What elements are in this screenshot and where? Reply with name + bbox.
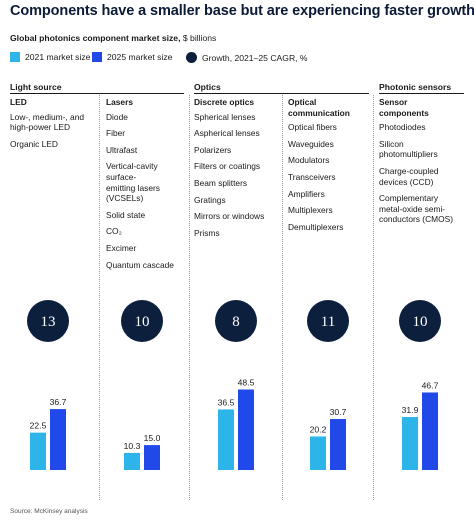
list-item: Transceivers xyxy=(288,171,336,182)
subtitle-main: Global photonics component market size, xyxy=(10,33,181,43)
list-item: Low-, medium-, and high-power LED xyxy=(10,111,85,133)
column-header: Sensor components xyxy=(379,97,429,118)
list-item: Aspherical lenses xyxy=(194,128,260,139)
bar-value-label-2021: 20.2 xyxy=(310,424,327,434)
column-header: LED xyxy=(10,97,27,107)
list-item: Charge-coupled devices (CCD) xyxy=(379,165,439,187)
column-divider xyxy=(282,95,283,500)
legend-label-2025: 2025 market size xyxy=(107,52,173,62)
list-item: Complementary metal-oxide semi- conducto… xyxy=(379,193,453,225)
list-item: Vertical-cavity surface- emitting lasers… xyxy=(106,161,160,204)
column-discrete-optics: Discrete optics Spherical lenses Aspheri… xyxy=(194,97,280,244)
list-item: Ultrafast xyxy=(106,144,138,155)
list-item: Polarizers xyxy=(194,144,232,155)
chart-title: Components have a smaller base but are e… xyxy=(10,3,474,19)
growth-circle xyxy=(27,300,69,342)
list-item: CO₂ xyxy=(106,226,122,237)
column-optical-communication: Optical communication Optical fibers Wav… xyxy=(288,97,372,238)
column-header: Discrete optics xyxy=(194,97,255,107)
list-item: Demultiplexers xyxy=(288,221,344,232)
column-divider xyxy=(373,95,374,500)
growth-label: 10 xyxy=(135,314,150,330)
source-note: Source: McKinsey analysis xyxy=(10,508,88,515)
subtitle-unit: $ billions xyxy=(180,33,217,43)
growth-circle xyxy=(307,300,349,342)
list-item: Organic LED xyxy=(10,138,58,149)
bar-value-label-2025: 36.7 xyxy=(50,397,67,407)
growth-circle xyxy=(399,300,441,342)
bar-2021 xyxy=(402,417,418,470)
list-item: Gratings xyxy=(194,194,226,205)
legend-item-2021: 2021 market size xyxy=(10,52,90,62)
growth-circle xyxy=(215,300,257,342)
category-photonic-sensors: Photonic sensors xyxy=(379,82,452,92)
column-header: Optical communication xyxy=(288,97,350,118)
column-sensor-components: Sensor components Photodiodes Silicon ph… xyxy=(379,97,471,231)
list-item: Filters or coatings xyxy=(194,161,261,172)
bar-value-label-2021: 10.3 xyxy=(124,441,141,451)
list-item: Mirrors or windows xyxy=(194,211,265,222)
bar-2021 xyxy=(124,452,140,470)
column-divider xyxy=(189,95,190,500)
category-rule-photonic-sensors xyxy=(379,93,464,94)
list-item: Photodiodes xyxy=(379,122,426,133)
column-divider xyxy=(99,95,100,500)
bar-2025 xyxy=(422,392,438,470)
bar-2025 xyxy=(50,409,66,470)
list-item: Multiplexers xyxy=(288,205,333,216)
list-item: Diode xyxy=(106,111,128,122)
legend-label-2021: 2021 market size xyxy=(25,52,91,62)
legend-swatch-growth xyxy=(186,52,197,63)
list-item: Amplifiers xyxy=(288,188,325,199)
list-item: Optical fibers xyxy=(288,122,337,133)
growth-label: 8 xyxy=(232,314,240,330)
list-item: Waveguides xyxy=(288,138,334,149)
list-item: Fiber xyxy=(106,128,126,139)
list-item: Spherical lenses xyxy=(194,111,256,122)
list-item: Excimer xyxy=(106,242,137,253)
bar-value-label-2025: 30.7 xyxy=(330,407,347,417)
bar-value-label-2025: 48.5 xyxy=(238,377,255,387)
column-led: LED Low-, medium-, and high-power LED Or… xyxy=(10,97,96,155)
legend-item-growth: Growth, 2021–25 CAGR, % xyxy=(186,52,308,63)
bar-value-label-2025: 46.7 xyxy=(422,380,439,390)
category-optics: Optics xyxy=(194,82,221,92)
legend-item-2025: 2025 market size xyxy=(92,52,172,62)
bar-2025 xyxy=(144,445,160,470)
legend-label-growth: Growth, 2021–25 CAGR, % xyxy=(202,52,308,63)
list-item: Silicon photomultipliers xyxy=(379,138,438,160)
bar-value-label-2021: 36.5 xyxy=(218,397,235,407)
growth-label: 11 xyxy=(321,314,335,330)
growth-label: 10 xyxy=(413,314,428,330)
list-item: Beam splitters xyxy=(194,177,248,188)
bar-2021 xyxy=(218,409,234,470)
growth-circle xyxy=(121,300,163,342)
bar-2021 xyxy=(310,436,326,470)
bar-2025 xyxy=(330,419,346,470)
list-item: Solid state xyxy=(106,209,146,220)
bar-value-label-2021: 22.5 xyxy=(30,421,47,431)
bar-2021 xyxy=(30,432,46,470)
chart-subtitle: Global photonics component market size, … xyxy=(10,33,216,43)
legend-swatch-2025 xyxy=(92,52,102,62)
category-rule-optics xyxy=(194,93,369,94)
bar-value-label-2021: 31.9 xyxy=(402,405,419,415)
category-light-source: Light source xyxy=(10,82,62,92)
growth-label: 13 xyxy=(41,314,56,330)
column-lasers: Lasers Diode Fiber Ultrafast Vertical-ca… xyxy=(106,97,188,276)
category-rule-light-source xyxy=(10,93,184,94)
legend-swatch-2021 xyxy=(10,52,20,62)
bar-2025 xyxy=(238,389,254,470)
list-item: Modulators xyxy=(288,155,330,166)
list-item: Prisms xyxy=(194,227,220,238)
list-item: Quantum cascade xyxy=(106,259,174,270)
bar-value-label-2025: 15.0 xyxy=(144,433,161,443)
column-header: Lasers xyxy=(106,97,134,107)
